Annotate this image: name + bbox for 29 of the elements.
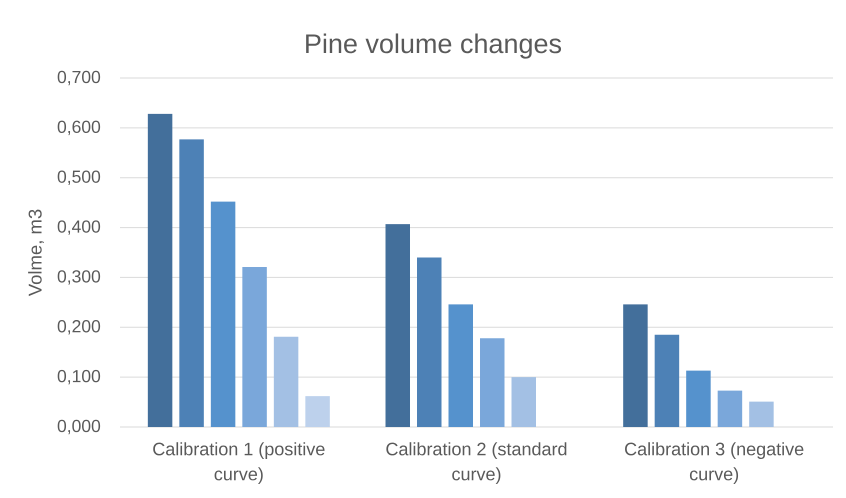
y-tick-label: 0,700 — [58, 70, 100, 86]
x-tick-label: Calibration 3 (negative curve) — [625, 442, 804, 484]
bar — [512, 377, 536, 427]
bar — [654, 334, 680, 427]
bar — [718, 390, 742, 427]
bar — [749, 402, 774, 427]
bar — [448, 304, 474, 427]
bar — [179, 139, 204, 427]
y-axis-title: Volme, m3 — [28, 210, 44, 296]
bar — [686, 370, 711, 427]
y-tick-label: 0,100 — [58, 370, 100, 384]
chart-title: Pine volume changes — [306, 33, 562, 59]
y-tick-label: 0,500 — [58, 170, 100, 185]
bar — [623, 304, 648, 427]
bar — [480, 338, 505, 427]
y-tick-label: 0,300 — [58, 270, 100, 285]
x-tick-label: Calibration 1 (positive curve) — [153, 442, 325, 484]
bar — [386, 224, 410, 427]
bar — [274, 336, 298, 427]
y-tick-label: 0,400 — [58, 220, 100, 235]
bar — [148, 114, 172, 427]
x-tick-label: Calibration 2 (standard curve) — [386, 442, 566, 484]
y-tick-label: 0,600 — [58, 120, 100, 136]
bar — [210, 202, 236, 427]
bar — [305, 396, 330, 427]
y-tick-label: 0,000 — [58, 420, 100, 434]
bar — [242, 266, 267, 427]
y-tick-label: 0,200 — [58, 320, 100, 335]
bar — [417, 257, 442, 427]
